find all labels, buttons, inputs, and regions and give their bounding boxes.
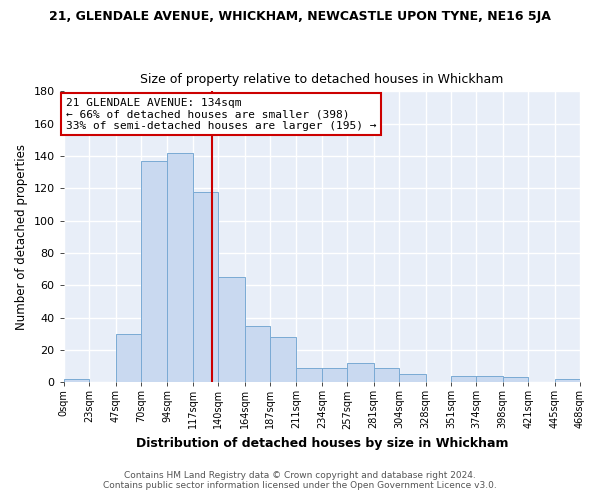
Bar [554,379,580,382]
X-axis label: Distribution of detached houses by size in Whickham: Distribution of detached houses by size … [136,437,508,450]
Bar [451,376,476,382]
Bar [270,337,296,382]
Y-axis label: Number of detached properties: Number of detached properties [15,144,28,330]
Bar [322,368,347,382]
Bar [141,161,167,382]
Text: 21, GLENDALE AVENUE, WHICKHAM, NEWCASTLE UPON TYNE, NE16 5JA: 21, GLENDALE AVENUE, WHICKHAM, NEWCASTLE… [49,10,551,23]
Bar [193,192,218,382]
Text: Contains HM Land Registry data © Crown copyright and database right 2024.
Contai: Contains HM Land Registry data © Crown c… [103,470,497,490]
Bar [374,368,399,382]
Bar [347,363,374,382]
Bar [218,277,245,382]
Bar [245,326,270,382]
Bar [503,378,528,382]
Text: 21 GLENDALE AVENUE: 134sqm
← 66% of detached houses are smaller (398)
33% of sem: 21 GLENDALE AVENUE: 134sqm ← 66% of deta… [66,98,376,131]
Title: Size of property relative to detached houses in Whickham: Size of property relative to detached ho… [140,73,503,86]
Bar [399,374,425,382]
Bar [64,379,89,382]
Bar [116,334,141,382]
Bar [476,376,503,382]
Bar [167,152,193,382]
Bar [296,368,322,382]
